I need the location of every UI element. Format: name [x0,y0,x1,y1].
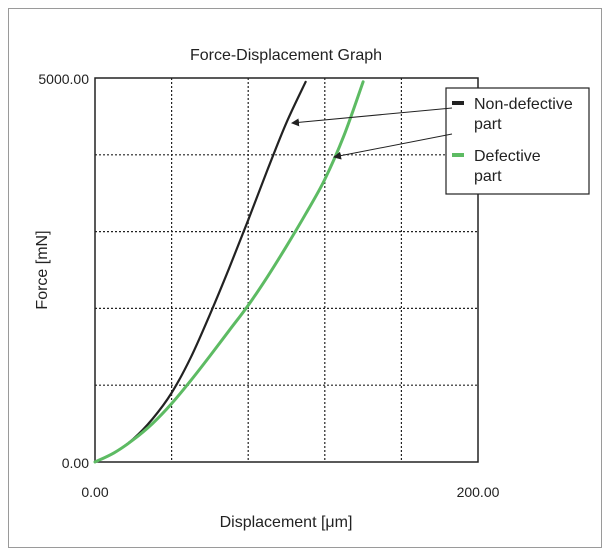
grid-lines [95,78,478,462]
legend-label-defective-line1: Defective [474,148,541,165]
legend-label-non-defective-line2: part [474,116,502,133]
legend-swatch-non-defective [452,101,464,105]
x-tick-label-right: 200.00 [457,484,500,500]
series-line-defective [93,80,365,464]
x-tick-label-left: 0.00 [81,484,108,500]
legend-label-non-defective-line1: Non-defective [474,96,573,113]
legend: Non-defective part Defective part [445,87,590,195]
series-lines [93,80,365,464]
y-tick-label-top: 5000.00 [38,71,89,87]
plot-area [94,77,479,463]
x-axis-label: Displacement [μm] [220,514,353,531]
callout-arrow-defective [333,133,453,160]
legend-swatch-defective [452,153,464,157]
legend-label-defective-line2: part [474,168,502,185]
callout-arrow-non-defective [291,107,453,127]
chart-title: Force-Displacement Graph [190,47,382,64]
y-axis-label: Force [mN] [34,230,51,309]
legend-box [445,87,590,195]
series-line-non-defective [93,80,307,464]
y-tick-label-bottom: 0.00 [62,455,89,471]
